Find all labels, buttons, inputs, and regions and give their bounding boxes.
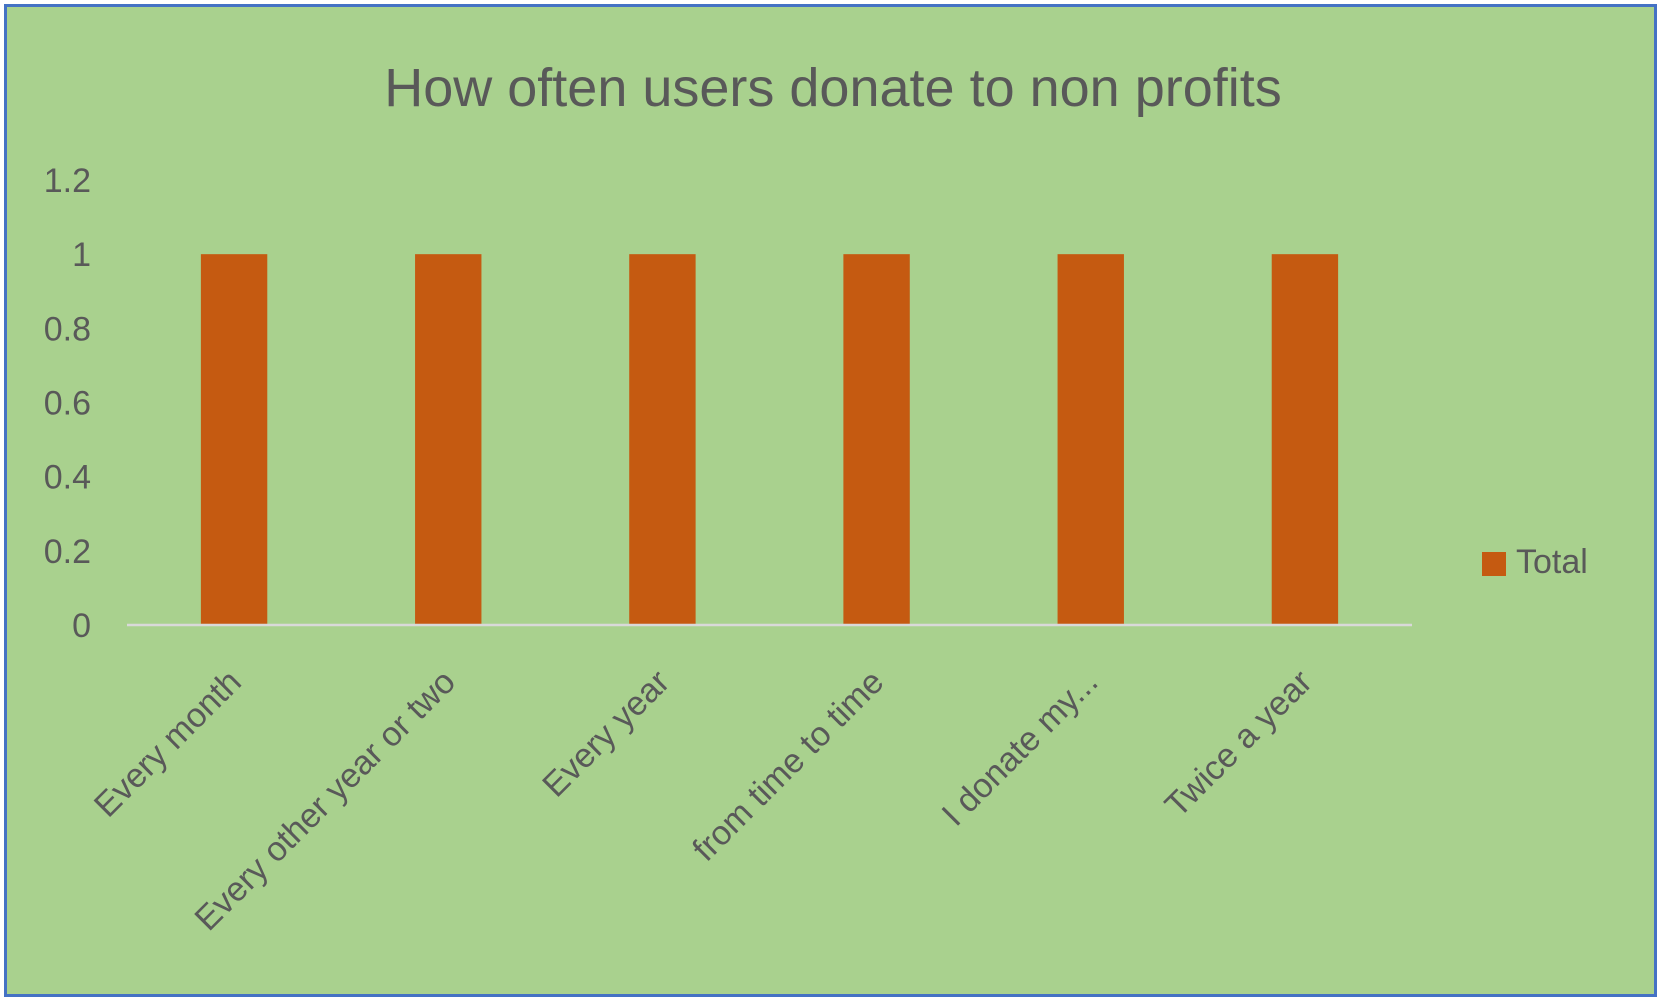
bar — [415, 254, 482, 625]
y-tick-label: 0.4 — [44, 459, 91, 497]
chart-title: How often users donate to non profits — [384, 58, 1282, 118]
chart-background — [7, 7, 1654, 994]
legend: Total — [1482, 543, 1588, 581]
bar — [200, 254, 268, 625]
bar — [1057, 254, 1124, 625]
y-tick-label: 0.8 — [44, 310, 91, 348]
bar — [843, 254, 910, 625]
y-tick-label: 0 — [72, 607, 91, 645]
bar-series — [200, 254, 1339, 625]
y-axis-tick-labels: 0 0.2 0.4 0.6 0.8 1 1.2 — [44, 162, 91, 645]
y-tick-label: 1.2 — [44, 162, 91, 200]
legend-swatch — [1482, 552, 1506, 576]
bar — [1271, 254, 1339, 625]
bar — [629, 254, 696, 625]
y-tick-label: 1 — [72, 236, 91, 274]
bar-chart: How often users donate to non profits 00… — [7, 7, 1654, 994]
legend-label: Total — [1516, 543, 1588, 581]
y-tick-label: 0.6 — [44, 385, 91, 423]
y-tick-label: 0.2 — [44, 533, 91, 571]
